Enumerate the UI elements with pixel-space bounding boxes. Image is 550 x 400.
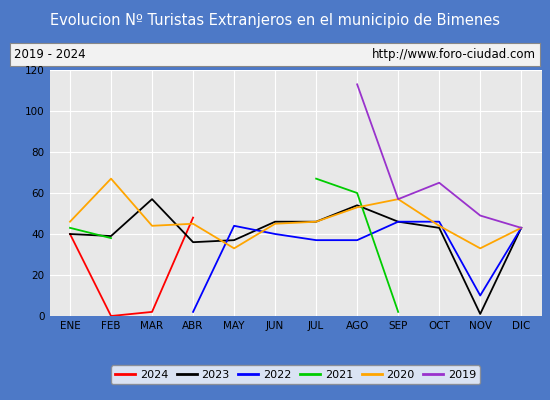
Text: 2019 - 2024: 2019 - 2024	[14, 48, 86, 61]
Text: Evolucion Nº Turistas Extranjeros en el municipio de Bimenes: Evolucion Nº Turistas Extranjeros en el …	[50, 14, 500, 28]
Legend: 2024, 2023, 2022, 2021, 2020, 2019: 2024, 2023, 2022, 2021, 2020, 2019	[111, 365, 481, 384]
Text: http://www.foro-ciudad.com: http://www.foro-ciudad.com	[372, 48, 536, 61]
